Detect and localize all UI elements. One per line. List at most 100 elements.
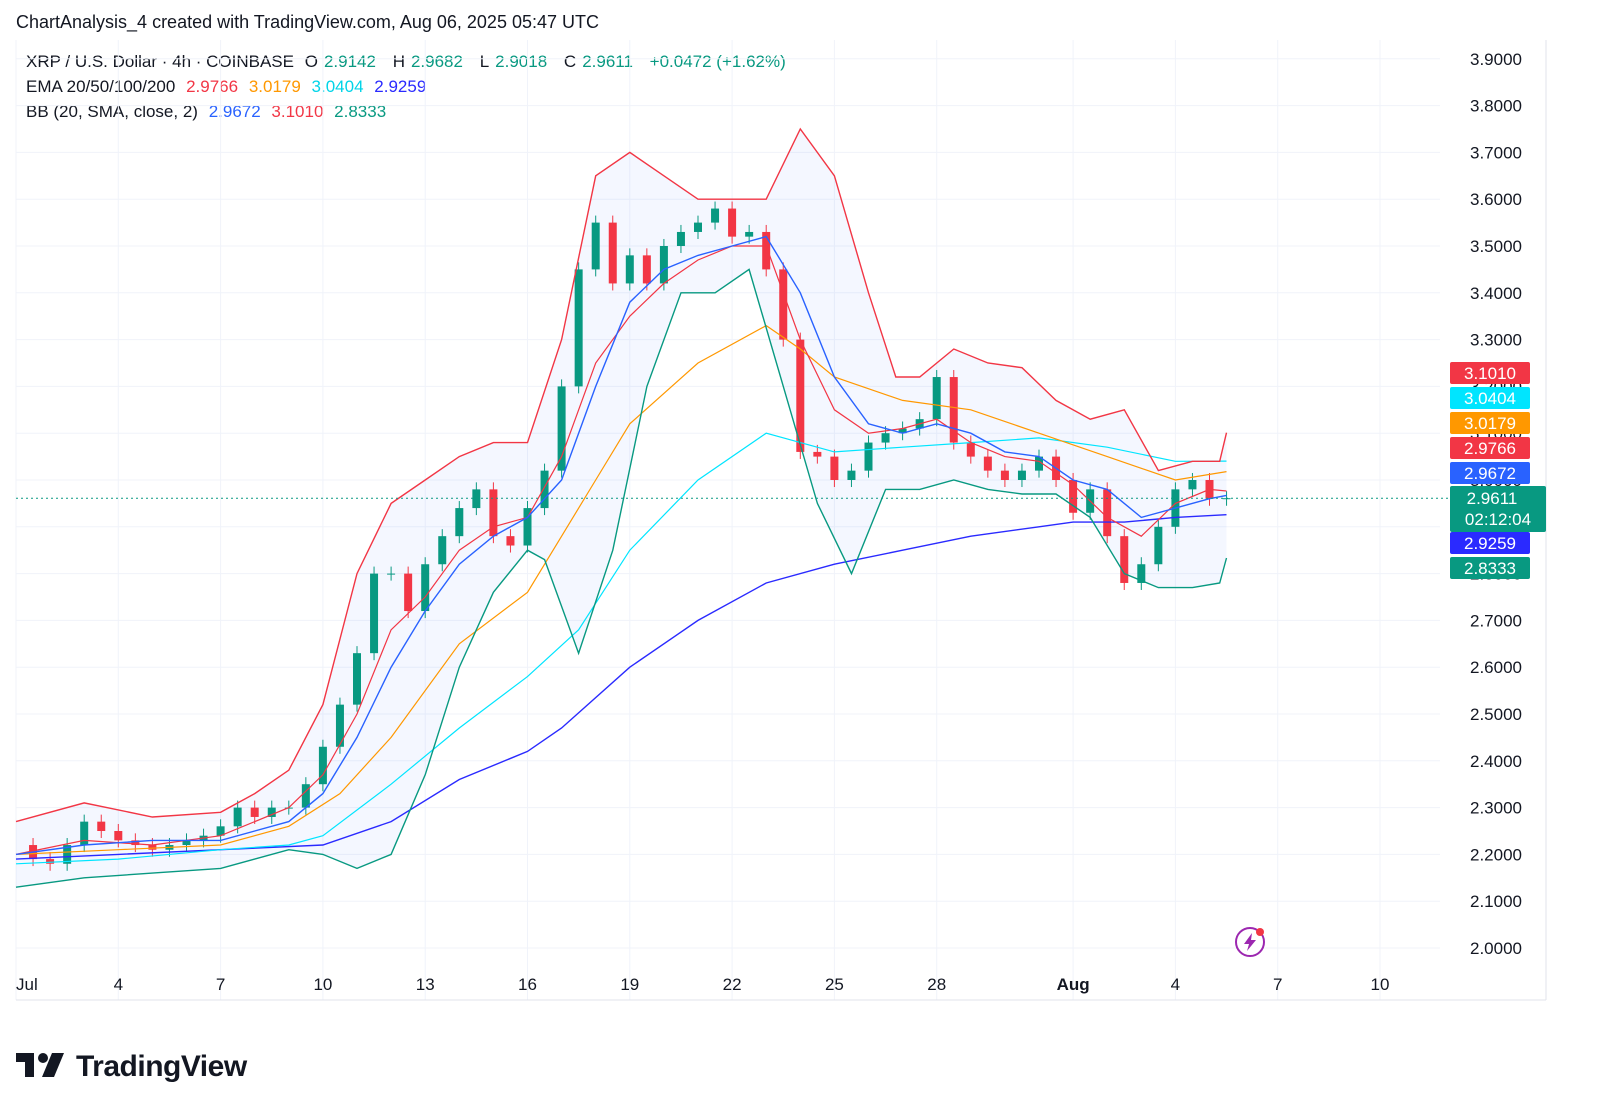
bb-lower-value: 2.8333	[334, 102, 387, 121]
candle-body	[728, 208, 737, 237]
ema200-value: 2.9259	[374, 77, 427, 96]
ema50-badge-label: 3.0179	[1464, 414, 1516, 433]
time-tick-label: 7	[1273, 975, 1282, 994]
change-value: +0.0472 (+1.62%)	[649, 52, 786, 71]
price-tick-label: 2.6000	[1470, 658, 1522, 677]
candle-body	[455, 508, 464, 537]
ema200-badge	[1450, 532, 1530, 554]
candle-body	[932, 377, 941, 420]
ema100-line	[15, 432, 1227, 865]
time-tick-label: 10	[313, 975, 332, 994]
ema20-badge	[1450, 437, 1530, 459]
bb-basis-badge	[1450, 462, 1530, 484]
brand-name: TradingView	[76, 1050, 247, 1083]
price-tick-label: 3.8000	[1470, 97, 1522, 116]
price-chart[interactable]: 3.9000 3.8000 3.7000 3.6000 3.5000 3.4000 3.30…	[0, 0, 1600, 1040]
symbol-legend: XRP / U.S. Dollar · 4h · COINBASE O 2.914…	[26, 52, 792, 72]
price-tick-label: 3.5000	[1470, 237, 1522, 256]
close-key: C	[563, 52, 577, 71]
open-value: 2.9142	[323, 52, 376, 71]
candle-body	[1188, 480, 1197, 490]
candle-body	[1120, 536, 1129, 583]
candle-body	[1000, 470, 1009, 480]
price-tick-label: 3.6000	[1470, 190, 1522, 209]
price-tick-label: 3.4000	[1470, 284, 1522, 303]
bb-basis-line	[15, 235, 1227, 856]
chart-header: ChartAnalysis_4 created with TradingView…	[16, 12, 599, 32]
candle-body	[898, 428, 907, 434]
candle-body	[847, 470, 856, 480]
candle-body	[813, 451, 822, 457]
time-tick-label: 7	[216, 975, 225, 994]
ema-legend[interactable]: EMA 20/50/100/200 2.9766 3.0179 3.0404 2…	[26, 77, 432, 97]
candle-body	[864, 442, 873, 471]
time-tick-label: 19	[620, 975, 639, 994]
bb-upper-badge-label: 3.1010	[1464, 364, 1516, 383]
lightning-icon[interactable]	[1235, 927, 1265, 957]
candle-body	[250, 807, 259, 817]
candle-body	[796, 339, 805, 452]
low-value: 2.9018	[495, 52, 548, 71]
bb-upper-badge	[1450, 362, 1530, 384]
candle-body	[659, 246, 668, 284]
ema50-value: 3.0179	[248, 77, 301, 96]
candle-body	[370, 573, 379, 654]
bb-legend[interactable]: BB (20, SMA, close, 2) 2.9672 3.1010 2.8…	[26, 102, 392, 122]
bb-lower-badge	[1450, 557, 1530, 579]
ema200-badge-label: 2.9259	[1464, 534, 1516, 553]
high-key: H	[392, 52, 405, 71]
candle-body	[608, 222, 617, 284]
candle-body	[46, 859, 55, 864]
candle-body	[966, 442, 975, 457]
high-value: 2.9682	[410, 52, 463, 71]
price-tick-label: 3.3000	[1470, 331, 1522, 350]
ema20-value: 2.9766	[186, 77, 239, 96]
candle-body	[779, 269, 788, 340]
time-tick-label: Aug	[1057, 975, 1090, 994]
close-value: 2.9611	[582, 52, 633, 71]
price-badges: 3.1010 3.0404 3.0179 2.9766 2.9672 2.9611 02:1…	[1450, 362, 1546, 579]
bb-upper-value: 3.1010	[271, 102, 324, 121]
candle-body	[1017, 470, 1026, 480]
candle-body	[114, 831, 123, 841]
price-tick-label: 2.5000	[1470, 705, 1522, 724]
bb-basis-value: 2.9672	[208, 102, 261, 121]
candle-body	[421, 564, 430, 612]
ema50-line	[15, 324, 1227, 855]
price-tick-label: 2.0000	[1470, 939, 1522, 958]
time-tick-label: 16	[518, 975, 537, 994]
candle-body	[216, 826, 225, 836]
price-tick-label: 2.2000	[1470, 845, 1522, 864]
candle-body	[182, 840, 191, 846]
candle-body	[1154, 526, 1163, 565]
time-tick-label: 13	[416, 975, 435, 994]
candle-body	[625, 255, 634, 284]
ema20-badge-label: 2.9766	[1464, 439, 1516, 458]
candle-body	[438, 536, 447, 565]
candle-body	[97, 821, 106, 831]
price-tick-label: 3.7000	[1470, 143, 1522, 162]
low-key: L	[479, 52, 490, 71]
candle-body	[318, 746, 327, 785]
candle-body	[267, 807, 276, 817]
ema-label: EMA 20/50/100/200	[26, 77, 176, 96]
price-tick-label: 2.1000	[1470, 892, 1522, 911]
open-key: O	[304, 52, 318, 71]
ema100-value: 3.0404	[311, 77, 364, 96]
candle-body	[1137, 564, 1146, 583]
candle-body	[80, 821, 89, 846]
countdown-label: 02:12:04	[1465, 510, 1531, 529]
symbol-name[interactable]: XRP / U.S. Dollar · 4h · COINBASE	[26, 52, 294, 71]
last-price-badge	[1450, 486, 1546, 532]
candle-body	[301, 784, 310, 808]
candle-body	[711, 208, 720, 223]
bb-upper-line	[15, 127, 1228, 823]
ema50-badge	[1450, 412, 1530, 434]
time-axis: Jul 4 7 10 13 16 19 22 25 28 Aug 4 7 10	[16, 975, 1389, 994]
ema100-badge	[1450, 387, 1530, 409]
footer-logo[interactable]: TradingView	[16, 1050, 247, 1084]
candle-body	[387, 573, 396, 575]
candle-body	[1069, 480, 1078, 513]
candle-body	[642, 255, 651, 284]
candle-body	[335, 704, 344, 747]
